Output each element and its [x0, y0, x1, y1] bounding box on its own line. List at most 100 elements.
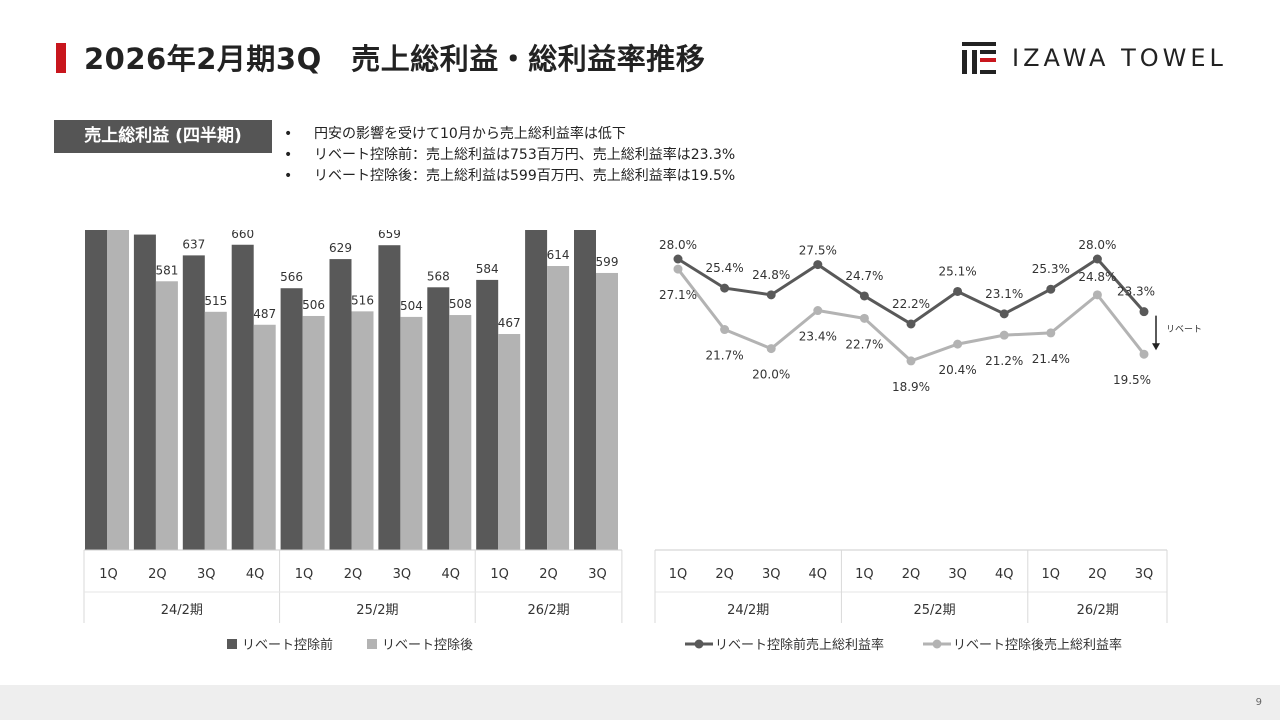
group-label: 25/2期 [913, 603, 955, 618]
bar-value-label: 581 [155, 263, 178, 277]
summary-bullets: • 円安の影響を受けて10月から売上総利益率は低下 • リベート控除前：売上総利… [284, 124, 735, 187]
data-point [1139, 307, 1149, 317]
data-point [859, 313, 869, 323]
bullet-dot: • [284, 147, 293, 163]
data-point [906, 319, 916, 329]
point-value-label: 22.7% [845, 337, 883, 351]
x-tick-label: 3Q [762, 567, 781, 582]
point-value-label: 24.8% [752, 268, 790, 282]
point-value-label: 19.5% [1113, 373, 1151, 387]
data-point [766, 344, 776, 354]
bar [498, 334, 521, 550]
data-point [673, 254, 683, 264]
bar-value-label: 629 [329, 241, 352, 255]
bar-value-label: 584 [476, 262, 499, 276]
logo-text: IZAWA TOWEL [1012, 44, 1227, 72]
page-title: 2026年2月期3Q 売上総利益・総利益率推移 [84, 42, 706, 76]
data-point [766, 290, 776, 300]
point-value-label: 24.8% [1078, 270, 1116, 284]
bar-value-label: 504 [400, 299, 423, 313]
x-tick-label: 2Q [902, 567, 921, 582]
bullet-text: リベート控除前：売上総利益は753百万円、売上総利益率は23.3% [314, 147, 736, 163]
point-value-label: 27.5% [799, 244, 837, 258]
group-label: 26/2期 [527, 603, 569, 618]
point-value-label: 24.7% [845, 269, 883, 283]
x-tick-label: 4Q [246, 567, 265, 582]
bar-value-label: 516 [351, 293, 374, 307]
x-tick-label: 2Q [1088, 567, 1107, 582]
bar-value-label: 660 [231, 230, 254, 241]
legend-label: リベート控除後 [382, 638, 473, 653]
bullet-item: • リベート控除後：売上総利益は599百万円、売上総利益率は19.5% [284, 166, 735, 187]
bullet-dot: • [284, 168, 293, 184]
section-label: 売上総利益 (四半期) [54, 120, 272, 153]
bar [476, 279, 499, 550]
bar [155, 281, 178, 550]
bar-value-label: 515 [204, 294, 227, 308]
bar-value-label: 508 [449, 297, 472, 311]
point-value-label: 25.4% [706, 261, 744, 275]
data-point [813, 260, 823, 270]
point-value-label: 20.0% [752, 368, 790, 382]
point-value-label: 21.2% [985, 354, 1023, 368]
bullet-item: • リベート控除前：売上総利益は753百万円、売上総利益率は23.3% [284, 145, 735, 166]
bar-value-label: 614 [547, 248, 570, 262]
x-tick-label: 1Q [855, 567, 874, 582]
point-value-label: 22.2% [892, 297, 930, 311]
data-point [720, 283, 730, 293]
data-point [1092, 254, 1102, 264]
rebate-arrow-head [1152, 343, 1160, 351]
x-tick-label: 1Q [295, 567, 314, 582]
point-value-label: 18.9% [892, 380, 930, 394]
point-value-label: 20.4% [939, 363, 977, 377]
data-point [1046, 284, 1056, 294]
title-accent-bar [56, 43, 66, 73]
bar-value-label: 682 [133, 230, 156, 231]
bar-value-label: 568 [427, 269, 450, 283]
x-tick-label: 2Q [148, 567, 167, 582]
x-tick-label: 4Q [441, 567, 460, 582]
bar [133, 234, 156, 550]
bar-value-label: 637 [182, 237, 205, 251]
bullet-text: リベート控除後：売上総利益は599百万円、売上総利益率は19.5% [314, 168, 736, 184]
gross-margin-line-chart: 28.0% 25.4% 24.8% 27.5% 24.7% 22.2% 25.1% 23.1%… [654, 238, 1202, 653]
data-point [673, 264, 683, 274]
bar [231, 244, 254, 550]
point-value-label: 23.3% [1117, 285, 1155, 299]
point-value-label: 27.1% [659, 288, 697, 302]
point-value-label: 25.1% [939, 264, 977, 278]
bar [182, 255, 205, 550]
bar-value-label: 467 [498, 316, 521, 330]
footer-bar: 9 [0, 685, 1280, 720]
group-label: 24/2期 [727, 603, 769, 618]
x-tick-label: 2Q [344, 567, 363, 582]
point-value-label: 23.1% [985, 287, 1023, 301]
bar [280, 288, 303, 550]
bar [596, 272, 618, 550]
bar-value-label: 659 [378, 230, 401, 241]
bar [378, 245, 401, 550]
bar [525, 230, 548, 550]
bar [449, 315, 472, 550]
bar [85, 230, 107, 550]
legend-label: リベート控除前 [242, 637, 333, 653]
data-point [999, 309, 1009, 319]
bar-value-label: 487 [253, 307, 276, 321]
bar [400, 316, 423, 550]
data-point [813, 306, 823, 316]
x-tick-label: 3Q [393, 567, 412, 582]
bullet-text: 円安の影響を受けて10月から売上総利益率は低下 [314, 126, 626, 142]
page-number: 9 [1255, 697, 1262, 708]
x-tick-label: 4Q [995, 567, 1014, 582]
bar [302, 315, 325, 550]
x-tick-label: 3Q [1135, 567, 1154, 582]
bar [427, 287, 450, 550]
bar-value-label: 566 [280, 270, 303, 284]
gross-profit-bar-chart: 7327061Q6825812Q6375153Q6604874Q5665061Q… [83, 230, 623, 653]
point-value-label: 28.0% [1078, 238, 1116, 252]
point-value-label: 21.7% [706, 349, 744, 363]
logo-mark-icon [962, 42, 996, 74]
group-label: 24/2期 [161, 603, 203, 618]
bar [253, 324, 276, 550]
x-tick-label: 1Q [99, 567, 118, 582]
